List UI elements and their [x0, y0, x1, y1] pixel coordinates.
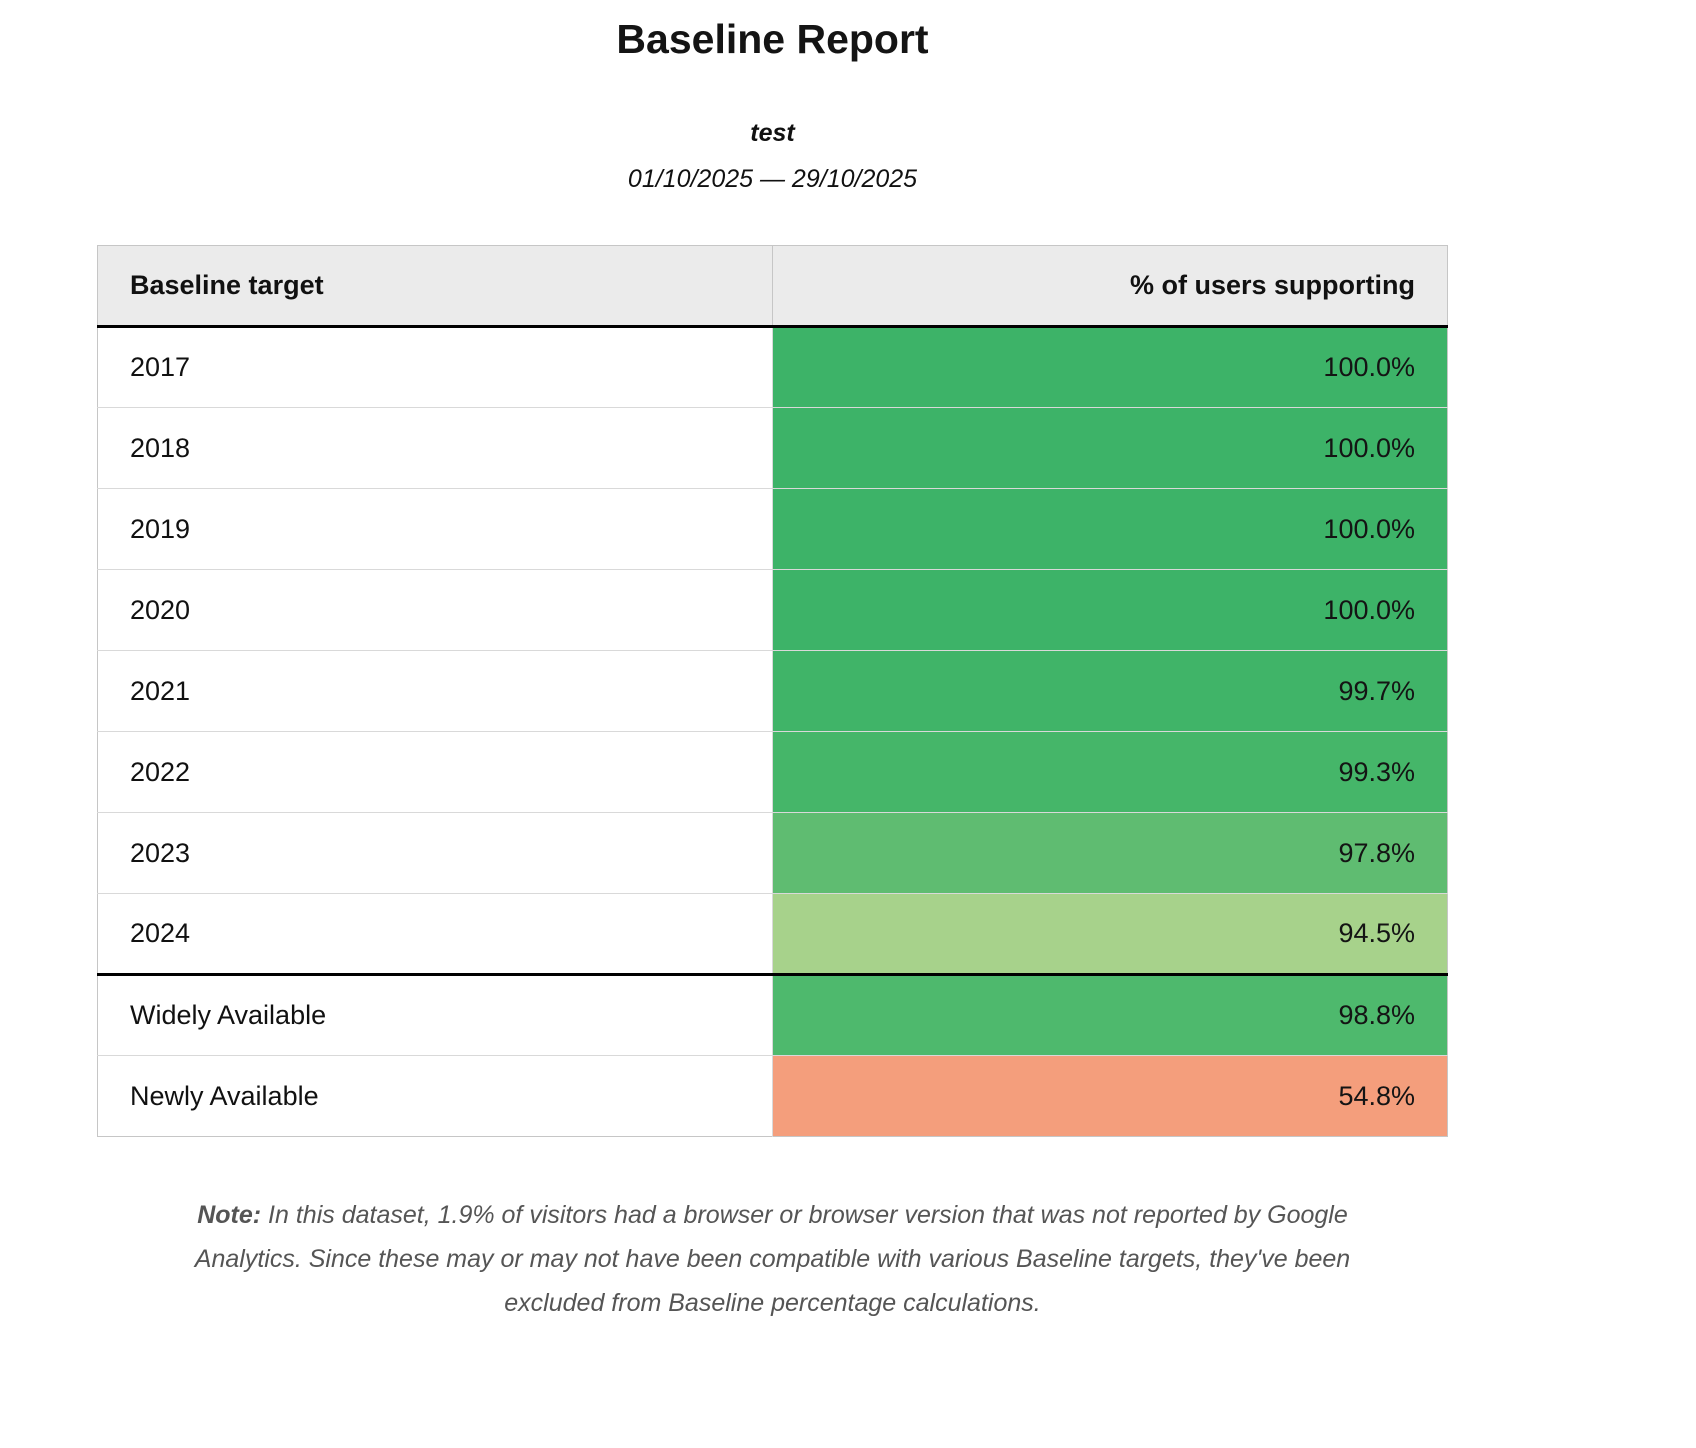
table-body: 2017 100.0% 2018 100.0% 2019 100.0% 2020 100.0%… — [97, 326, 1448, 1137]
support-percentage-cell: 97.8% — [772, 812, 1448, 894]
column-header-baseline-target: Baseline target — [97, 245, 773, 328]
baseline-table: Baseline target % of users supporting 20… — [97, 245, 1448, 1137]
table-header-row: Baseline target % of users supporting — [97, 245, 1448, 328]
baseline-target-cell: Widely Available — [97, 973, 773, 1056]
support-percentage-cell: 100.0% — [772, 488, 1448, 570]
table-row: 2017 100.0% — [97, 326, 1448, 408]
table-row: 2018 100.0% — [97, 407, 1448, 489]
table-row: 2019 100.0% — [97, 488, 1448, 570]
baseline-target-cell: 2023 — [97, 812, 773, 894]
note-text: In this dataset, 1.9% of visitors had a … — [194, 1201, 1351, 1317]
baseline-target-cell: 2018 — [97, 407, 773, 489]
table-row: 2020 100.0% — [97, 569, 1448, 651]
table-row: 2022 99.3% — [97, 731, 1448, 813]
column-header-percent-supporting: % of users supporting — [772, 245, 1448, 328]
report-subtitle: test — [750, 119, 795, 147]
report-date-range: 01/10/2025 — 29/10/2025 — [627, 165, 918, 193]
baseline-target-cell: 2024 — [97, 893, 773, 975]
table-row: Widely Available 98.8% — [97, 973, 1448, 1056]
support-percentage-cell: 98.8% — [772, 973, 1448, 1056]
support-percentage-cell: 94.5% — [772, 893, 1448, 975]
support-percentage-cell: 100.0% — [772, 407, 1448, 489]
table-row: Newly Available 54.8% — [97, 1055, 1448, 1137]
baseline-target-cell: Newly Available — [97, 1055, 773, 1137]
table-row: 2023 97.8% — [97, 812, 1448, 894]
note-label: Note: — [197, 1201, 262, 1229]
report-page: Baseline Report test 01/10/2025 — 29/10/… — [97, 0, 1448, 1385]
support-percentage-cell: 100.0% — [772, 569, 1448, 651]
support-percentage-cell: 99.7% — [772, 650, 1448, 732]
support-percentage-cell: 99.3% — [772, 731, 1448, 813]
baseline-target-cell: 2022 — [97, 731, 773, 813]
baseline-target-cell: 2019 — [97, 488, 773, 570]
table-row: 2021 99.7% — [97, 650, 1448, 732]
baseline-target-cell: 2020 — [97, 569, 773, 651]
note: Note: In this dataset, 1.9% of visitors … — [178, 1193, 1368, 1325]
baseline-target-cell: 2017 — [97, 326, 773, 408]
page-title: Baseline Report — [616, 16, 929, 62]
support-percentage-cell: 100.0% — [772, 326, 1448, 408]
table-row: 2024 94.5% — [97, 893, 1448, 975]
baseline-target-cell: 2021 — [97, 650, 773, 732]
support-percentage-cell: 54.8% — [772, 1055, 1448, 1137]
